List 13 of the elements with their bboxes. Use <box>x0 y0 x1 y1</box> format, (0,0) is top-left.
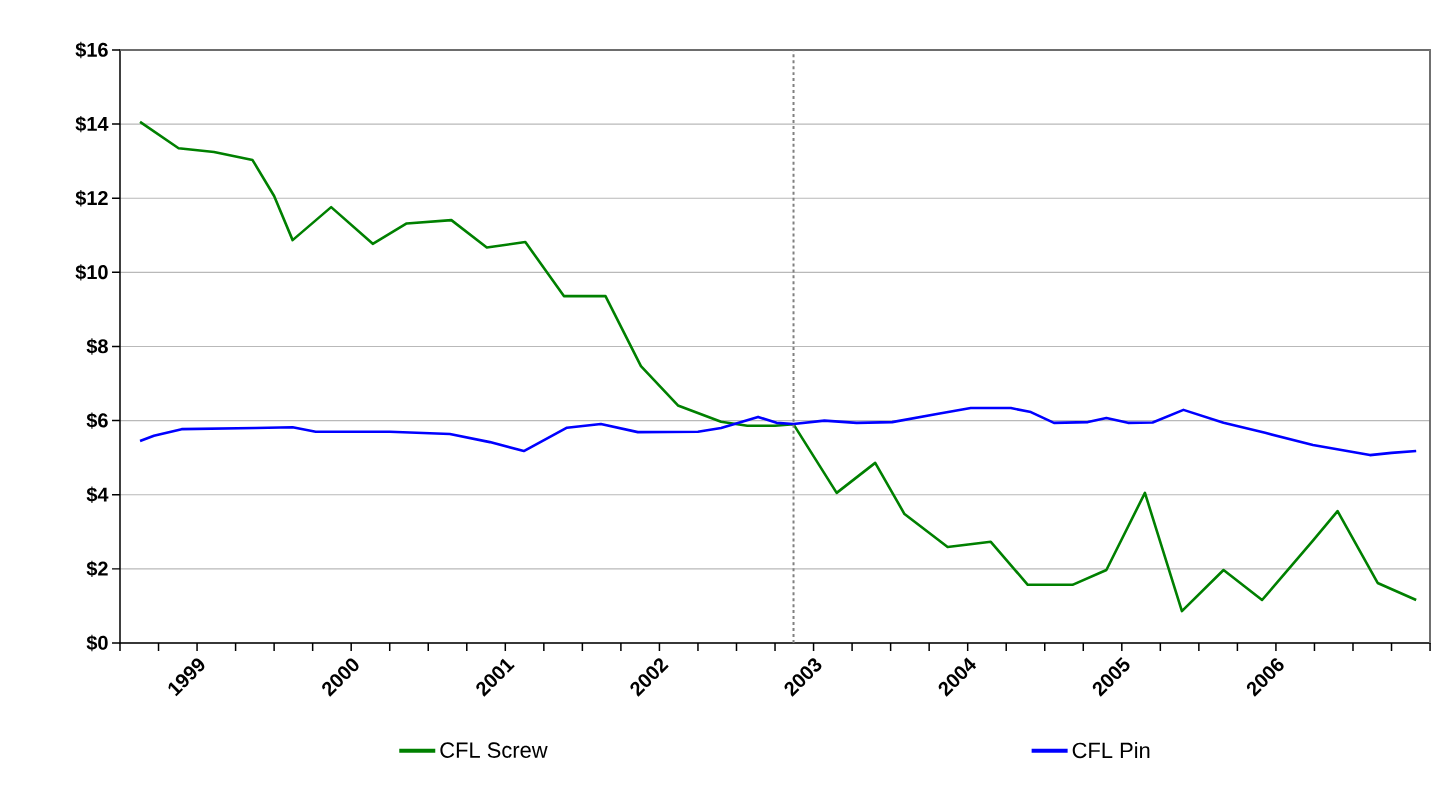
y-tick-label: $6 <box>86 412 108 429</box>
legend-label: CFL Screw <box>440 742 548 758</box>
y-tick-label: $0 <box>86 634 108 652</box>
line-series <box>138 406 1418 457</box>
y-tick-label: $16 <box>75 41 108 59</box>
line-series <box>138 120 1418 613</box>
y-tick-label: $2 <box>86 560 108 578</box>
y-tick-label: $12 <box>75 190 108 207</box>
legend-label: CFL Pin <box>1072 742 1150 759</box>
y-tick-label: $10 <box>75 264 108 281</box>
y-tick-label: $8 <box>86 338 108 355</box>
y-tick-label: $4 <box>86 486 109 503</box>
y-tick-label: $14 <box>75 115 109 133</box>
